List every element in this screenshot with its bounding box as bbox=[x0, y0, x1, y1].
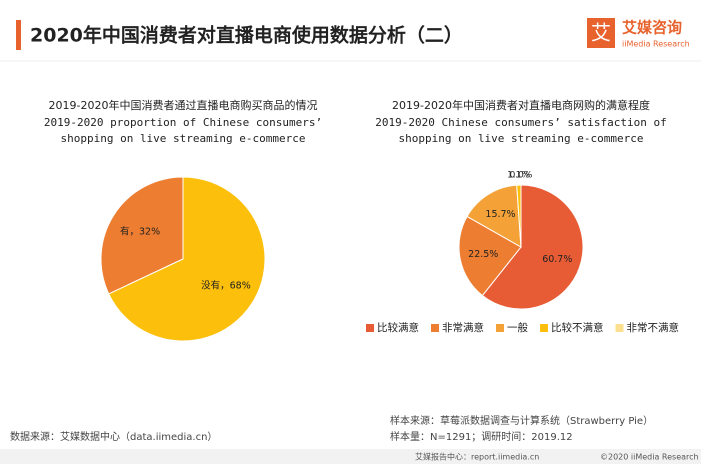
chart-title: 2019-2020年中国消费者通过直播电商购买商品的情况 bbox=[49, 98, 318, 112]
legend-swatch bbox=[431, 324, 439, 332]
legend-label: 比较满意 bbox=[377, 321, 419, 334]
slice-label: 60.7% bbox=[542, 254, 572, 265]
logo-en: iiMedia Research bbox=[622, 40, 690, 49]
slice-label: 0.0% bbox=[510, 171, 533, 181]
slice-label: 22.5% bbox=[468, 249, 498, 260]
legend-label: 比较不满意 bbox=[551, 321, 604, 334]
slice-label: 1.1% bbox=[507, 171, 530, 181]
slice-label: 没有，68% bbox=[201, 280, 251, 292]
chart-subtitle: 2019-2020 Chinese consumers’ satisfactio… bbox=[375, 116, 666, 129]
legend-label: 非常不满意 bbox=[627, 321, 680, 334]
legend-label: 非常满意 bbox=[442, 321, 484, 334]
page-title: 2020年中国消费者对直播电商使用数据分析（二） bbox=[30, 24, 463, 47]
chart-subtitle: shopping on live streaming e-commerce bbox=[60, 132, 305, 145]
legend-swatch bbox=[540, 324, 548, 332]
chart-title: 2019-2020年中国消费者对直播电商网购的满意程度 bbox=[392, 98, 650, 112]
pie-slice bbox=[100, 176, 184, 295]
slice-label: 15.7% bbox=[485, 209, 515, 220]
footer-right: ©2020 iiMedia Research Inc bbox=[600, 453, 701, 462]
logo-mark bbox=[587, 18, 615, 48]
legend-label: 一般 bbox=[507, 321, 528, 334]
logo-icon: 艾 bbox=[591, 21, 611, 45]
logo-cn: 艾媒咨询 bbox=[622, 19, 682, 37]
pie-slice bbox=[458, 215, 522, 297]
legend-swatch bbox=[496, 324, 504, 332]
legend-swatch bbox=[615, 324, 624, 332]
source: 数据来源：艾媒数据中心（data.iimedia.cn） bbox=[10, 430, 217, 443]
chart-subtitle: 2019-2020 proportion of Chinese consumer… bbox=[44, 116, 322, 129]
footer-bar bbox=[0, 449, 701, 464]
slice-label: 有，32% bbox=[120, 225, 160, 237]
title-bar bbox=[16, 20, 21, 50]
chart-subtitle: shopping on live streaming e-commerce bbox=[398, 132, 643, 145]
pie-slice bbox=[108, 176, 266, 342]
footer-left: 艾媒报告中心：report.iimedia.cn bbox=[415, 452, 539, 462]
legend-swatch bbox=[366, 324, 374, 332]
sample-source: 样本来源：草莓派数据调查与计算系统（Strawberry Pie） bbox=[390, 414, 653, 427]
pie-slice bbox=[466, 184, 522, 248]
sample-size: 样本量：N=1291；调研时间：2019.12 bbox=[390, 430, 573, 443]
pie-slice bbox=[481, 184, 584, 310]
